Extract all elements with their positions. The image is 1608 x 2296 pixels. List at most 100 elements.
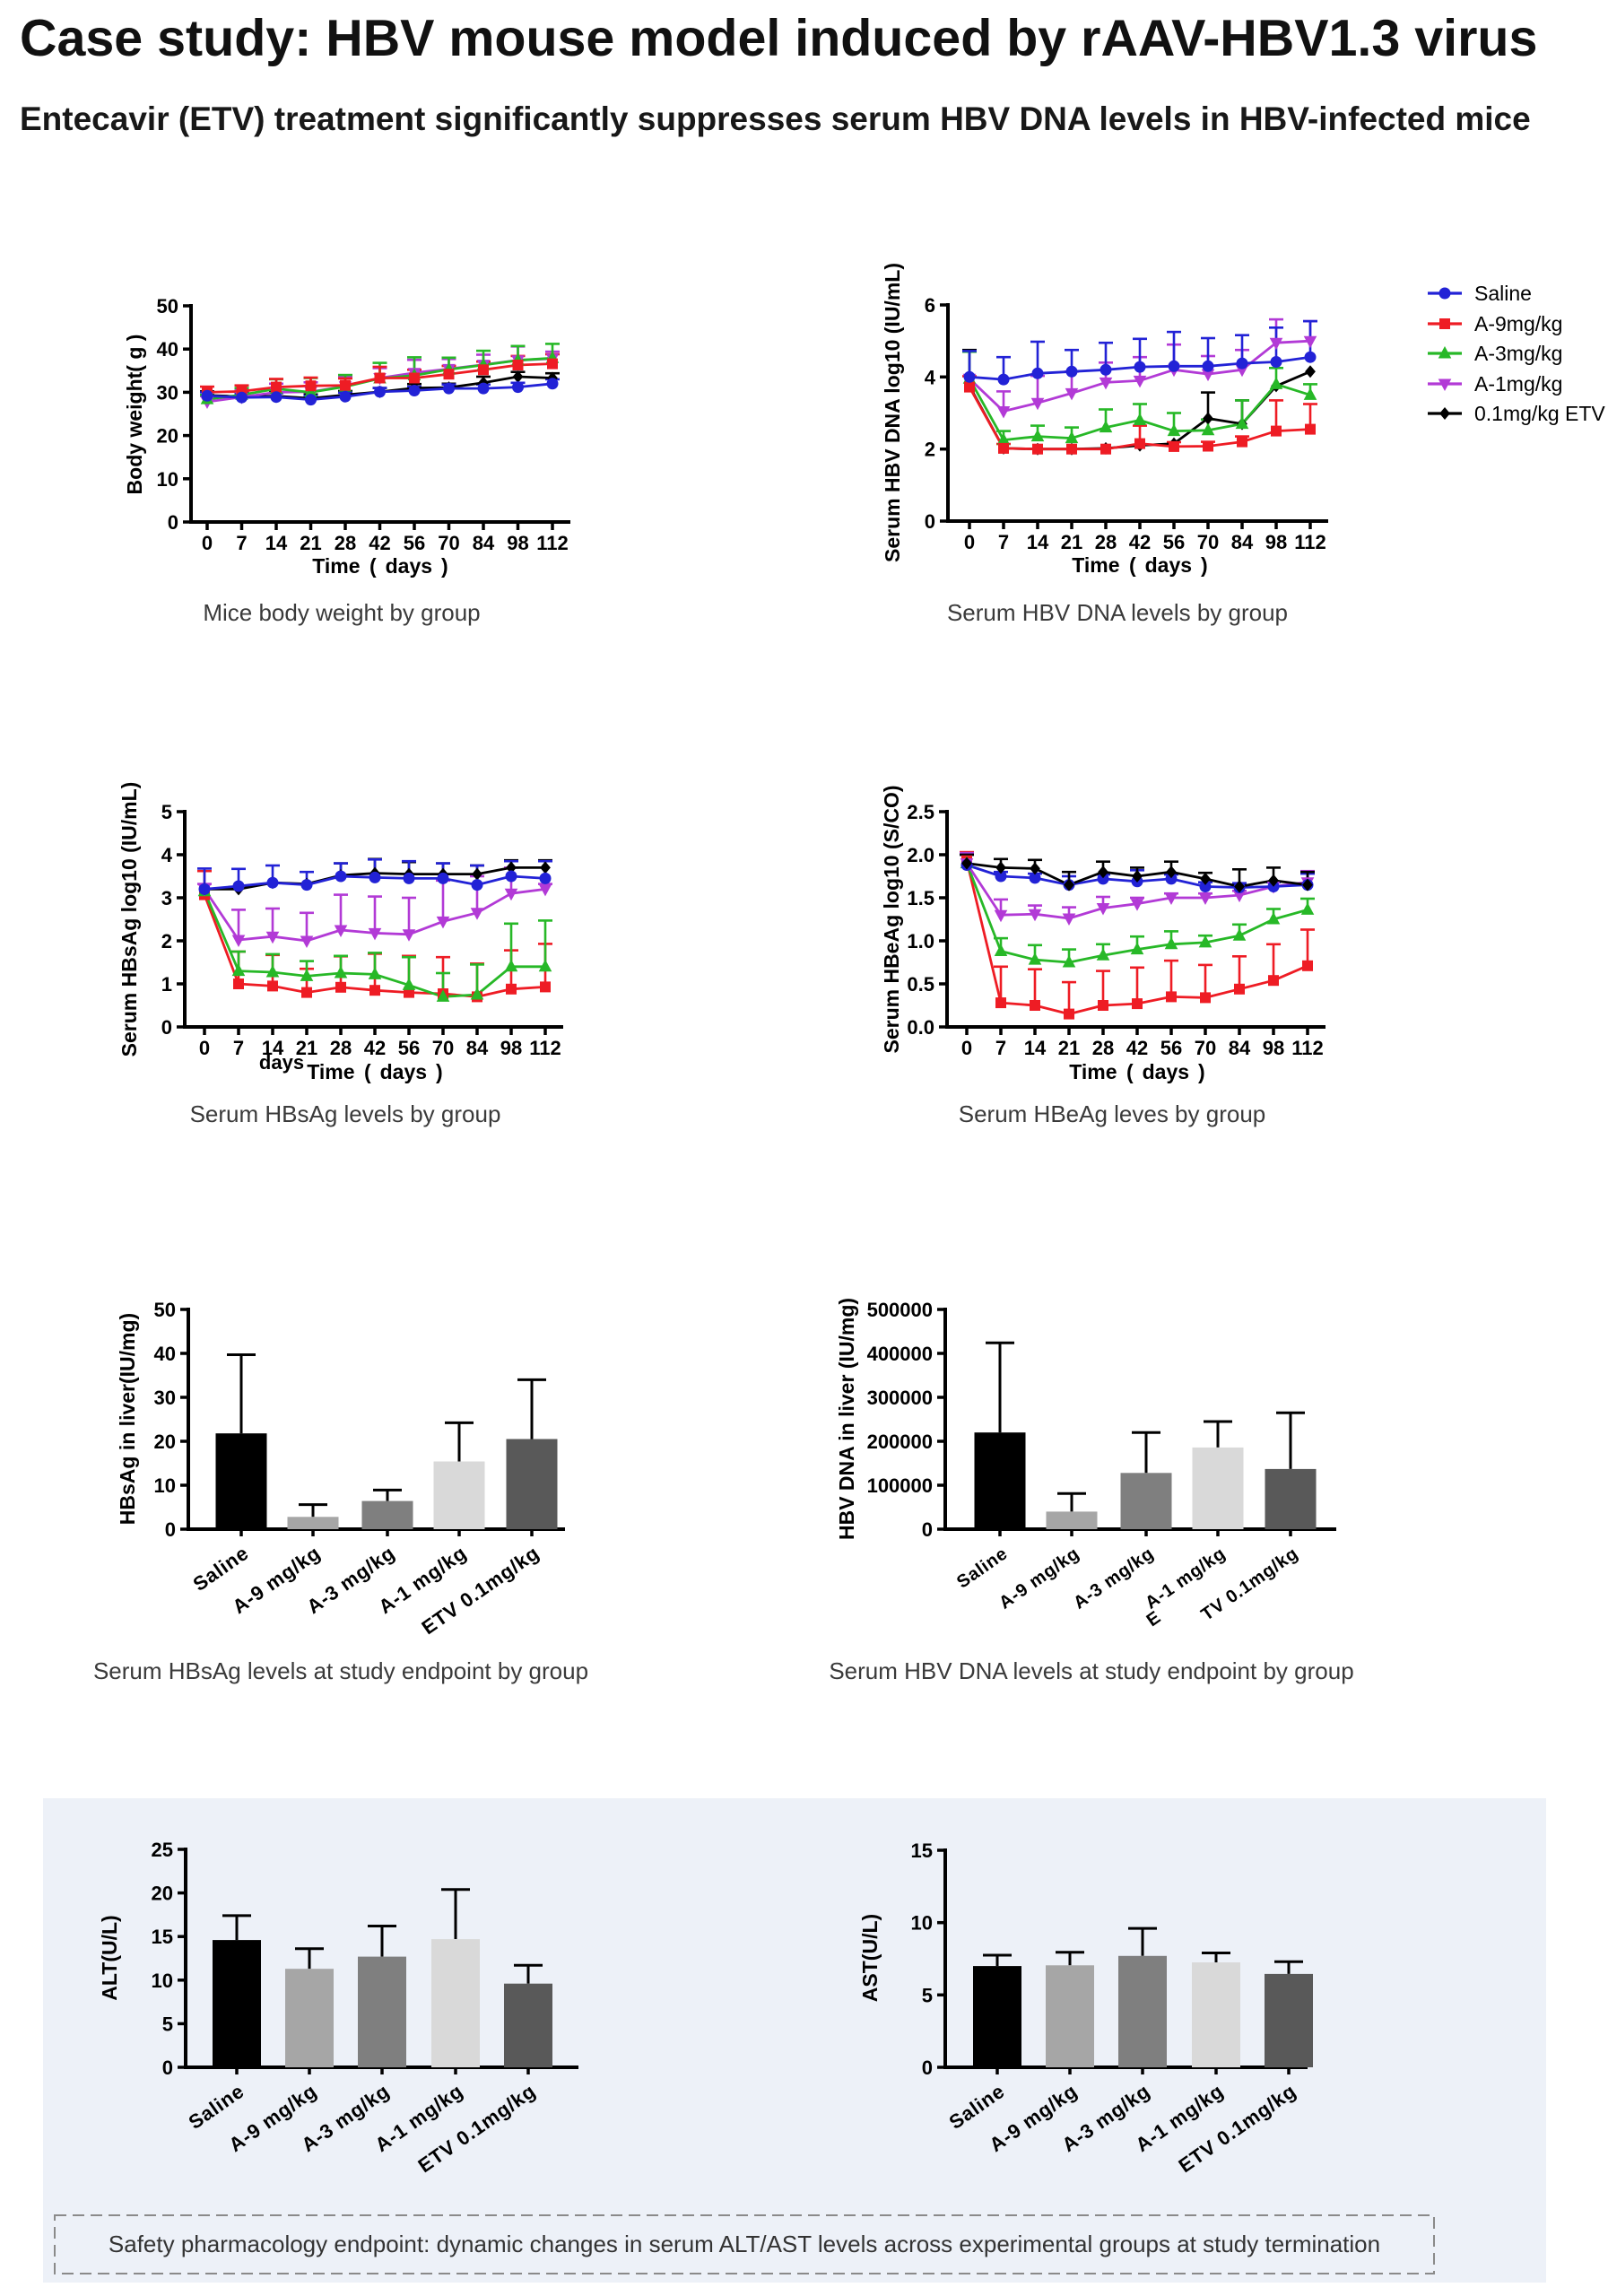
svg-text:Serum HBeAg log10 (S/CO): Serum HBeAg log10 (S/CO) <box>880 785 903 1053</box>
svg-text:0: 0 <box>165 1518 176 1541</box>
svg-text:0: 0 <box>162 2057 173 2079</box>
svg-text:14: 14 <box>1024 1037 1047 1059</box>
svg-text:A-1mg/kg: A-1mg/kg <box>1474 372 1562 396</box>
svg-text:70: 70 <box>438 532 459 554</box>
svg-text:6: 6 <box>925 294 935 317</box>
svg-text:42: 42 <box>369 532 390 554</box>
svg-text:0.5: 0.5 <box>907 973 934 996</box>
svg-text:0: 0 <box>925 510 935 533</box>
svg-text:AST(U/L): AST(U/L) <box>858 1914 882 2002</box>
svg-text:20: 20 <box>154 1431 176 1453</box>
svg-text:30: 30 <box>154 1387 176 1409</box>
svg-text:Time (days): Time (days) <box>312 554 448 578</box>
svg-text:7: 7 <box>995 1037 1006 1059</box>
svg-text:84: 84 <box>473 532 495 554</box>
svg-text:112: 112 <box>1294 531 1326 553</box>
svg-text:4: 4 <box>161 844 173 866</box>
svg-text:14: 14 <box>262 1037 284 1059</box>
svg-text:28: 28 <box>1092 1037 1114 1059</box>
svg-text:Saline: Saline <box>189 1542 253 1596</box>
svg-text:15: 15 <box>911 1839 933 1862</box>
svg-text:5: 5 <box>922 1984 933 2006</box>
svg-text:5: 5 <box>161 801 172 823</box>
svg-text:A-3 mg/kg: A-3 mg/kg <box>1070 1544 1158 1613</box>
svg-text:days: days <box>259 1051 304 1074</box>
svg-text:1: 1 <box>161 973 172 996</box>
svg-text:42: 42 <box>364 1037 386 1059</box>
svg-text:20: 20 <box>152 1883 173 1905</box>
svg-text:7: 7 <box>233 1037 244 1059</box>
svg-text:3: 3 <box>161 887 172 909</box>
svg-text:20: 20 <box>157 425 178 448</box>
svg-text:21: 21 <box>1058 1037 1080 1059</box>
svg-text:0: 0 <box>161 1016 172 1039</box>
svg-text:84: 84 <box>1229 1037 1251 1059</box>
svg-text:0: 0 <box>199 1037 210 1059</box>
svg-text:21: 21 <box>300 532 321 554</box>
svg-text:98: 98 <box>1265 531 1287 553</box>
svg-text:112: 112 <box>1291 1037 1324 1059</box>
svg-text:14: 14 <box>1027 531 1049 553</box>
svg-text:E: E <box>1143 1607 1165 1631</box>
svg-text:10: 10 <box>152 1970 173 1992</box>
svg-text:0.1mg/kg ETV: 0.1mg/kg ETV <box>1474 402 1605 425</box>
svg-text:A-9 mg/kg: A-9 mg/kg <box>995 1544 1083 1613</box>
svg-text:15: 15 <box>152 1926 173 1948</box>
svg-text:Serum HBsAg log10 (IU/mL): Serum HBsAg log10 (IU/mL) <box>117 782 141 1057</box>
svg-text:0: 0 <box>922 2057 933 2079</box>
svg-text:50: 50 <box>157 295 178 317</box>
svg-text:42: 42 <box>1129 531 1151 553</box>
svg-text:HBV DNA in liver (IU/mg): HBV DNA in liver (IU/mg) <box>835 1298 858 1540</box>
svg-text:30: 30 <box>157 381 178 404</box>
svg-text:Time (days): Time (days) <box>1069 1060 1204 1083</box>
svg-text:112: 112 <box>536 532 569 554</box>
svg-text:2.5: 2.5 <box>907 801 934 823</box>
svg-text:A-9mg/kg: A-9mg/kg <box>1474 312 1562 335</box>
svg-text:0: 0 <box>964 531 975 553</box>
svg-text:7: 7 <box>998 531 1009 553</box>
svg-text:28: 28 <box>330 1037 352 1059</box>
svg-text:40: 40 <box>154 1343 176 1365</box>
svg-text:21: 21 <box>1061 531 1082 553</box>
svg-text:50: 50 <box>154 1299 176 1321</box>
svg-text:10: 10 <box>154 1474 176 1497</box>
svg-text:1.0: 1.0 <box>907 930 934 952</box>
svg-text:Saline: Saline <box>953 1544 1012 1593</box>
svg-text:Saline: Saline <box>945 2080 1009 2134</box>
svg-text:70: 70 <box>1195 1037 1216 1059</box>
svg-text:2: 2 <box>161 930 172 952</box>
svg-text:HBsAg in liver(IU/mg): HBsAg in liver(IU/mg) <box>116 1313 139 1525</box>
svg-text:84: 84 <box>466 1037 489 1059</box>
svg-text:300000: 300000 <box>867 1387 933 1409</box>
svg-text:25: 25 <box>152 1839 173 1861</box>
svg-text:98: 98 <box>500 1037 522 1059</box>
svg-text:4: 4 <box>925 366 936 388</box>
svg-text:0: 0 <box>202 532 213 554</box>
svg-text:42: 42 <box>1126 1037 1148 1059</box>
svg-text:98: 98 <box>507 532 528 554</box>
svg-text:56: 56 <box>1160 1037 1182 1059</box>
svg-text:7: 7 <box>236 532 247 554</box>
svg-text:112: 112 <box>529 1037 561 1059</box>
svg-text:Serum HBV DNA log10 (IU/mL): Serum HBV DNA log10 (IU/mL) <box>881 263 904 562</box>
svg-text:70: 70 <box>432 1037 454 1059</box>
svg-text:Saline: Saline <box>1474 282 1532 305</box>
svg-text:98: 98 <box>1263 1037 1284 1059</box>
svg-text:Saline: Saline <box>185 2080 248 2134</box>
svg-text:Time (days): Time (days) <box>307 1060 442 1083</box>
svg-text:0: 0 <box>961 1037 972 1059</box>
svg-text:21: 21 <box>296 1037 317 1059</box>
svg-text:0: 0 <box>922 1518 933 1541</box>
svg-text:Body weight( g ): Body weight( g ) <box>123 335 146 495</box>
svg-text:ALT(U/L): ALT(U/L) <box>98 1915 121 2000</box>
svg-text:56: 56 <box>398 1037 420 1059</box>
svg-text:2.0: 2.0 <box>907 844 934 866</box>
svg-text:56: 56 <box>404 532 425 554</box>
svg-text:28: 28 <box>335 532 356 554</box>
svg-text:0: 0 <box>168 511 178 534</box>
svg-text:14: 14 <box>265 532 288 554</box>
svg-text:40: 40 <box>157 338 178 361</box>
svg-text:10: 10 <box>157 468 178 491</box>
svg-text:Time (days): Time (days) <box>1072 553 1207 577</box>
svg-text:5: 5 <box>162 2013 173 2035</box>
